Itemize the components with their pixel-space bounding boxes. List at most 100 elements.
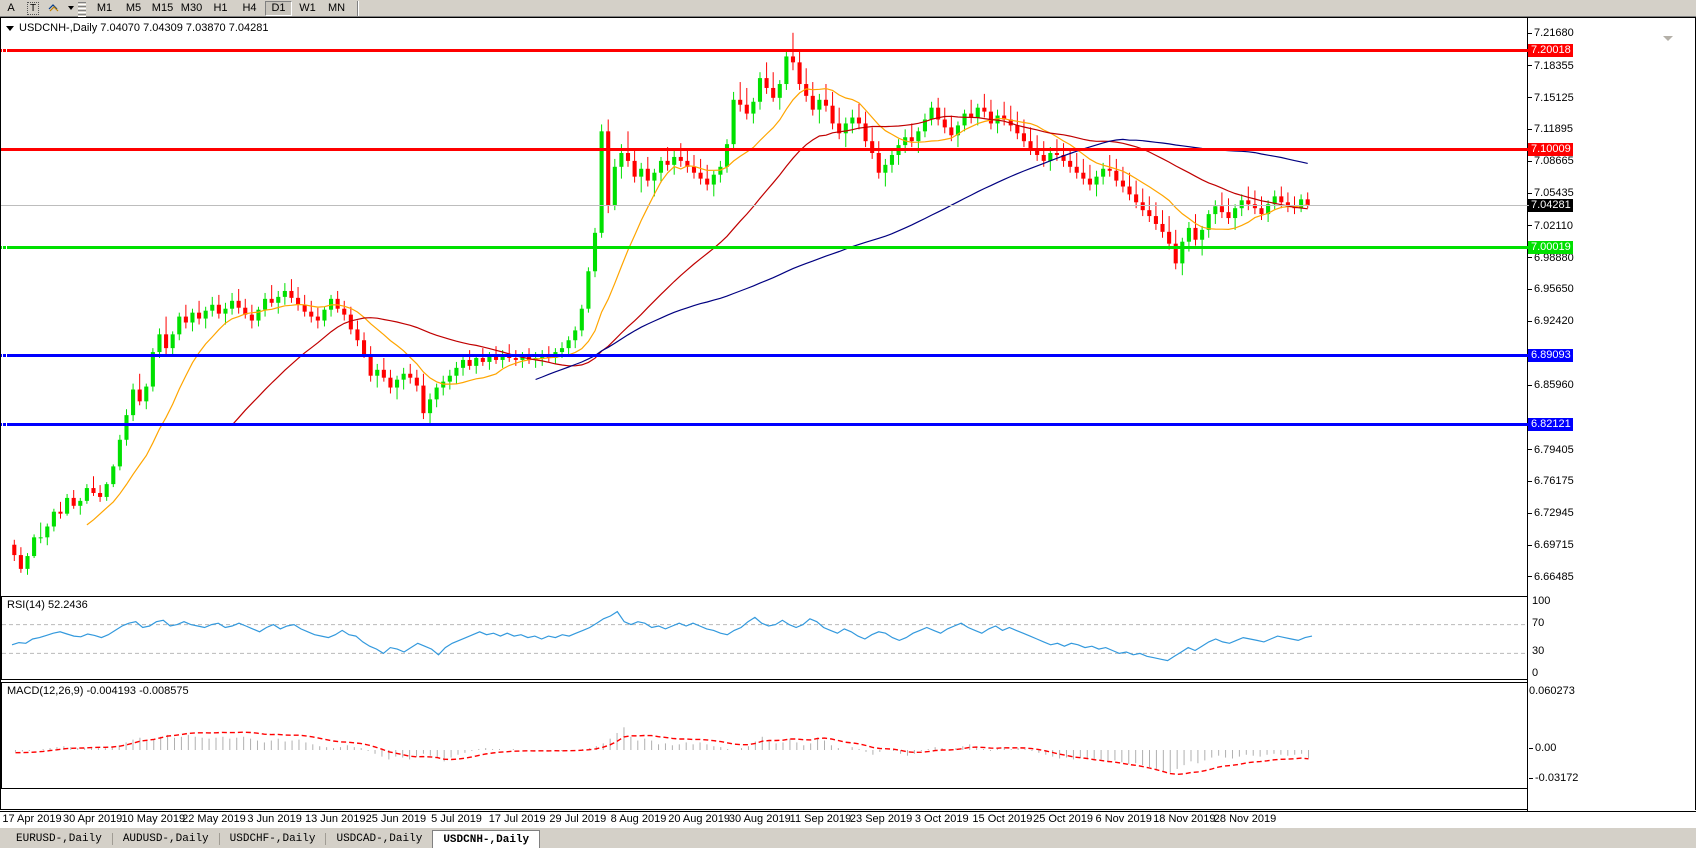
- date-axis-label: 3 Jun 2019: [247, 813, 302, 825]
- chart-tab-usdcnh[interactable]: USDCNH-,Daily: [432, 830, 541, 848]
- chart-tab-usdcad[interactable]: USDCAD-,Daily: [336, 833, 423, 845]
- date-axis-label: 28 Nov 2019: [1213, 813, 1277, 825]
- price-tick: 7.21680: [1528, 27, 1574, 39]
- rsi-label: RSI(14) 52.2436: [7, 599, 88, 611]
- price-tick-label: 7.05435: [1534, 187, 1574, 200]
- date-axis-label: 17 Apr 2019: [2, 813, 62, 825]
- price-tick-label: 6.72945: [1534, 507, 1574, 520]
- date-axis-label: 25 Oct 2019: [1033, 813, 1094, 825]
- chart-tab-eurusd[interactable]: EURUSD-,Daily: [16, 833, 102, 845]
- price-tick: 6.95650: [1528, 283, 1574, 295]
- chart-toolbar: A T M1 M5 M15 M30 H1 H4 D1 W1 MN: [0, 0, 1696, 37]
- price-tick-label: 6.66485: [1534, 570, 1574, 583]
- chart-tab-bar: EURUSD-,Daily AUDUSD-,Daily USDCHF-,Daily U…: [0, 827, 1696, 848]
- rsi-tick-label: 100: [1532, 595, 1551, 607]
- price-tick: 7.05435: [1528, 187, 1574, 199]
- chart-tab-audusd[interactable]: AUDUSD-,Daily: [122, 833, 209, 845]
- current-price-line: [1, 205, 1529, 207]
- chart-plot-region[interactable]: USDCNH-,Daily 7.04070 7.04309 7.03870 7.…: [1, 18, 1695, 809]
- level-handle-icon[interactable]: [2, 421, 7, 427]
- date-axis-label: 17 Jul 2019: [488, 813, 546, 825]
- price-tick: 7.11895: [1528, 123, 1573, 135]
- timeframe-m5[interactable]: M5: [125, 2, 142, 14]
- rsi-tick-label: 70: [1532, 616, 1545, 629]
- price-tick: 7.02110: [1528, 220, 1573, 232]
- chart-frame[interactable]: USDCNH-,Daily 7.04070 7.04309 7.03870 7.…: [0, 17, 1696, 811]
- level-line-7.10009[interactable]: [1, 147, 1529, 151]
- macd-label: MACD(12,26,9) -0.004193 -0.008575: [7, 685, 189, 697]
- text-label-icon[interactable]: T: [22, 0, 44, 16]
- crosshair-icon[interactable]: [44, 0, 66, 16]
- price-tick-label: 7.08665: [1534, 155, 1574, 168]
- level-line-6.89093[interactable]: [1, 353, 1529, 359]
- rsi-pane[interactable]: RSI(14) 52.2436: [1, 596, 1695, 680]
- price-tick-label: 6.85960: [1534, 378, 1574, 391]
- timeframe-h4[interactable]: H4: [242, 2, 257, 14]
- date-axis-label: 30 Aug 2019: [728, 813, 791, 825]
- level-price-tag[interactable]: 6.82121: [1528, 417, 1573, 431]
- price-tick: 6.76175: [1528, 475, 1574, 487]
- price-tick: 6.92420: [1528, 315, 1574, 327]
- macd-tick-label: 0.060273: [1529, 685, 1575, 697]
- macd-tick-label: -0.03172: [1529, 772, 1578, 784]
- symbol-dropdown-arrow-icon[interactable]: [6, 26, 14, 31]
- level-line-7.00019[interactable]: [1, 245, 1529, 251]
- date-axis-label: 10 May 2019: [121, 813, 186, 825]
- date-axis-label: 3 Oct 2019: [914, 813, 969, 825]
- date-axis-label: 8 Aug 2019: [610, 813, 667, 825]
- timeframe-w1[interactable]: W1: [299, 2, 316, 14]
- timeframe-d1[interactable]: D1: [265, 0, 292, 16]
- chart-tab-usdchf[interactable]: USDCHF-,Daily: [229, 833, 316, 845]
- price-tick-label: 6.79405: [1534, 443, 1574, 456]
- level-line-6.82121[interactable]: [1, 421, 1529, 427]
- level-handle-icon[interactable]: [2, 245, 7, 251]
- price-tick-label: 7.18355: [1534, 59, 1574, 72]
- macd-tick-label: 0.00: [1529, 742, 1556, 754]
- price-tick: 6.79405: [1528, 444, 1574, 456]
- date-axis-label: 18 Nov 2019: [1153, 813, 1216, 825]
- timeframe-mn[interactable]: MN: [327, 2, 346, 14]
- date-axis-label: 11 Sep 2019: [789, 813, 852, 825]
- level-handle-icon[interactable]: [2, 353, 7, 359]
- macd-canvas: [14, 727, 1310, 776]
- dropdown-arrow-icon[interactable]: [66, 0, 76, 16]
- date-axis-label: 6 Nov 2019: [1095, 813, 1152, 825]
- price-tick-label: 7.21680: [1534, 26, 1574, 39]
- date-axis-label: 13 Jun 2019: [304, 813, 366, 825]
- candlestick-canvas: [12, 32, 1310, 575]
- price-pane[interactable]: USDCNH-,Daily 7.04070 7.04309 7.03870 7.…: [1, 18, 1695, 594]
- date-axis-label: 5 Jul 2019: [431, 813, 482, 825]
- level-price-tag[interactable]: 7.20018: [1528, 44, 1573, 58]
- chart-scroll-handle[interactable]: [1663, 36, 1673, 41]
- level-handle-icon[interactable]: [2, 48, 7, 54]
- level-price-tag[interactable]: 6.89093: [1528, 349, 1573, 363]
- price-tick: 6.72945: [1528, 507, 1574, 519]
- timeframe-m15[interactable]: M15: [151, 2, 174, 14]
- toolbar-grip[interactable]: [78, 1, 86, 37]
- tab-divider: [218, 833, 220, 845]
- timeframe-m30[interactable]: M30: [180, 2, 203, 14]
- rsi-tick-label: 0: [1532, 667, 1539, 679]
- level-line-7.20018[interactable]: [1, 48, 1529, 54]
- date-axis-label: 15 Oct 2019: [972, 813, 1033, 825]
- date-axis-label: 30 Apr 2019: [62, 813, 123, 825]
- price-tick-label: 6.95650: [1534, 283, 1574, 296]
- level-price-tag[interactable]: 7.10009: [1528, 142, 1573, 156]
- macd-pane[interactable]: MACD(12,26,9) -0.004193 -0.008575: [1, 682, 1695, 789]
- price-scale[interactable]: 7.21680 7.18355 7.15125 7.11895 7.08665 7.054…: [1527, 18, 1695, 811]
- price-tick: 7.18355: [1528, 60, 1574, 72]
- price-tick: 6.66485: [1528, 571, 1574, 583]
- price-tick-label: 6.76175: [1534, 475, 1574, 488]
- timeframe-h1[interactable]: H1: [213, 2, 228, 14]
- timeframe-m1[interactable]: M1: [96, 2, 113, 14]
- date-axis-label: 22 May 2019: [182, 813, 246, 825]
- tab-divider: [325, 833, 327, 845]
- price-tick: 6.69715: [1528, 539, 1574, 551]
- text-A-icon[interactable]: A: [7, 2, 15, 14]
- price-tick: 6.85960: [1528, 379, 1574, 391]
- date-axis[interactable]: 17 Apr 2019 30 Apr 2019 10 May 2019 22 May …: [0, 811, 1696, 827]
- price-tick-label: 6.98880: [1534, 251, 1574, 264]
- level-price-tag[interactable]: 7.00019: [1528, 241, 1573, 255]
- toolbar-divider: [357, 0, 359, 16]
- price-tick-label: 7.02110: [1534, 219, 1573, 232]
